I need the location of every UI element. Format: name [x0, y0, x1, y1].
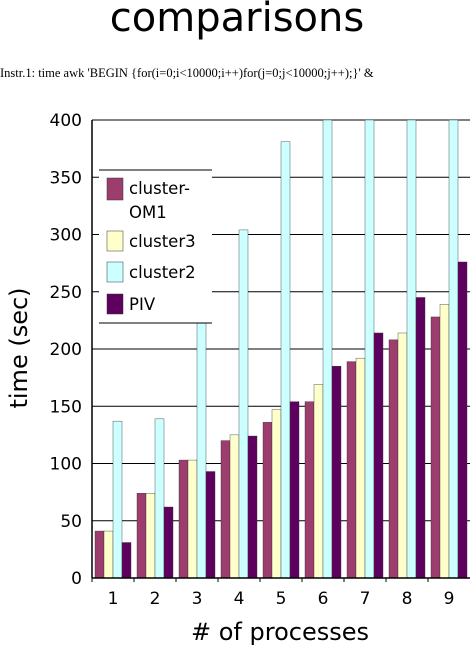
bar-piv — [331, 365, 342, 579]
x-tick-label: 5 — [276, 589, 287, 609]
bar-cluster-om1 — [430, 316, 441, 579]
bar-piv — [373, 332, 384, 579]
y-tick-label: 300 — [50, 226, 82, 246]
bar-cluster3 — [187, 459, 198, 579]
legend-swatch-piv — [106, 293, 124, 315]
legend-swatch-cluster2 — [106, 261, 124, 283]
bar-cluster2 — [280, 141, 291, 579]
x-tick-label: 8 — [402, 589, 413, 609]
chart-subtitle: Instr.1: time awk 'BEGIN {for(i=0;i<1000… — [0, 66, 374, 80]
bar-piv — [289, 401, 300, 579]
bar-cluster-om1 — [178, 459, 189, 579]
y-tick-label: 150 — [50, 397, 82, 417]
legend-label-cluster2: cluster2 — [129, 263, 196, 282]
bar-cluster-om1 — [220, 440, 231, 579]
bar-cluster2 — [364, 119, 375, 579]
bar-cluster3 — [439, 304, 450, 579]
bar-cluster2 — [196, 307, 207, 579]
chart-title: comparisons — [109, 0, 365, 41]
bar-piv — [121, 542, 132, 579]
bar-cluster3 — [229, 434, 240, 579]
bar-piv — [247, 435, 258, 579]
x-axis-title: # of processes — [191, 618, 369, 646]
bar-cluster2 — [112, 420, 123, 579]
axes: 0 50 100 150 200 250 300 350 400 1 2 3 4 5 6 7 8 9 — [50, 111, 470, 609]
x-tick-label: 7 — [360, 589, 371, 609]
bar-cluster-om1 — [136, 493, 147, 579]
y-tick-label: 50 — [60, 512, 82, 532]
bar-cluster3 — [103, 530, 114, 579]
bar-cluster3 — [271, 409, 282, 579]
bar-cluster-om1 — [388, 339, 399, 579]
y-tick-label: 200 — [50, 340, 82, 360]
bar-cluster-om1 — [304, 401, 315, 579]
legend-label-cluster-om1: cluster- — [129, 179, 190, 198]
x-tick-label: 2 — [150, 589, 161, 609]
legend-label-piv: PIV — [129, 295, 156, 314]
bar-cluster2 — [448, 119, 459, 579]
bar-cluster3 — [313, 384, 324, 579]
y-axis-title: time (sec) — [5, 287, 33, 408]
bar-cluster3 — [355, 357, 366, 579]
bar-cluster3 — [397, 332, 408, 579]
legend-swatch-cluster3 — [106, 230, 124, 252]
y-tick-label: 100 — [50, 455, 82, 475]
bar-piv — [457, 261, 468, 579]
x-tick-label: 1 — [108, 589, 119, 609]
y-tick-label: 400 — [50, 111, 82, 131]
x-tick-label: 3 — [192, 589, 203, 609]
bar-piv — [205, 471, 216, 579]
bar-cluster2 — [322, 119, 333, 579]
legend-swatch-cluster-om1 — [106, 177, 124, 201]
bar-cluster-om1 — [262, 422, 273, 579]
y-tick-label: 250 — [50, 283, 82, 303]
bar-cluster-om1 — [346, 361, 357, 579]
bar-piv — [163, 506, 174, 579]
bar-cluster2 — [238, 229, 249, 579]
bar-cluster2 — [154, 418, 165, 579]
bars — [94, 119, 468, 579]
legend: cluster- OM1 cluster3 cluster2 PIV — [99, 169, 212, 324]
y-tick-label: 350 — [50, 168, 82, 188]
bar-cluster2 — [406, 119, 417, 579]
bar-cluster3 — [145, 493, 156, 579]
bar-piv — [415, 297, 426, 579]
x-tick-label: 4 — [234, 589, 245, 609]
x-tick-label: 6 — [318, 589, 329, 609]
legend-label-cluster3: cluster3 — [129, 232, 196, 251]
x-tick-label: 9 — [444, 589, 455, 609]
legend-label-cluster-om1: OM1 — [129, 203, 167, 222]
y-tick-label: 0 — [71, 569, 82, 589]
bar-cluster-om1 — [94, 530, 105, 579]
